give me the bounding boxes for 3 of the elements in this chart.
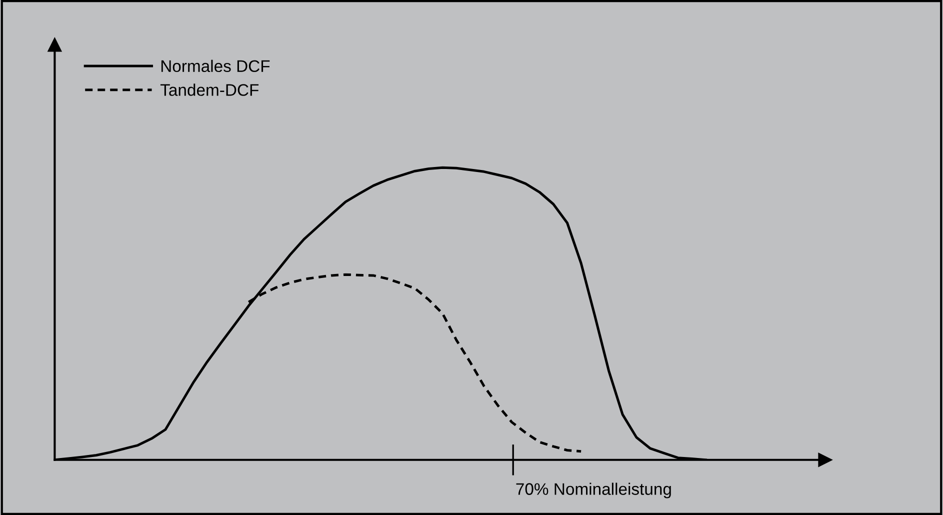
legend-label: Tandem-DCF (160, 84, 259, 96)
legend-label: Normales DCF (161, 60, 270, 72)
text: 70% Nominalleistung (516, 482, 671, 498)
